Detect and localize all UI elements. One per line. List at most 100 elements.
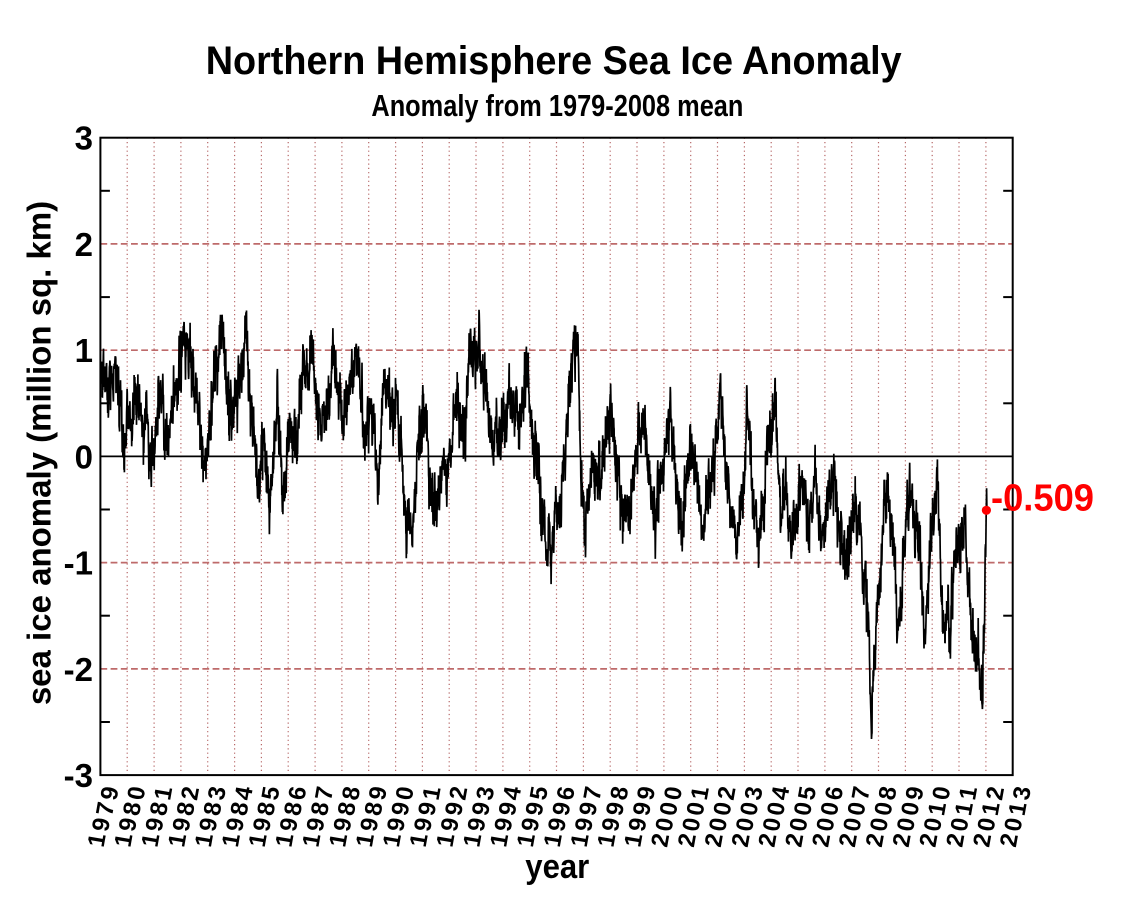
svg-text:0: 0 (946, 816, 975, 834)
svg-text:8: 8 (360, 800, 389, 818)
svg-text:1: 1 (190, 831, 219, 849)
svg-text:9: 9 (96, 784, 125, 802)
svg-text:8: 8 (306, 800, 335, 818)
svg-text:0: 0 (655, 800, 684, 818)
svg-text:0: 0 (973, 816, 1002, 834)
svg-text:9: 9 (413, 800, 442, 818)
svg-text:2: 2 (176, 784, 205, 802)
svg-text:9: 9 (597, 816, 626, 834)
svg-text:0: 0 (865, 816, 894, 834)
svg-text:8: 8 (333, 800, 362, 818)
svg-text:8: 8 (172, 800, 201, 818)
svg-text:1: 1 (378, 831, 407, 849)
svg-text:0: 0 (682, 800, 711, 818)
svg-text:0: 0 (896, 800, 925, 818)
svg-text:2: 2 (995, 831, 1024, 849)
svg-text:6: 6 (820, 784, 849, 802)
svg-text:4: 4 (498, 784, 527, 802)
svg-text:5: 5 (525, 784, 554, 802)
svg-text:1: 1 (83, 831, 112, 849)
svg-text:year: year (525, 848, 589, 886)
svg-text:2: 2 (968, 831, 997, 849)
svg-text:9: 9 (494, 800, 523, 818)
svg-text:1: 1 (923, 800, 952, 818)
svg-text:9: 9 (628, 800, 657, 818)
svg-text:9: 9 (436, 816, 465, 834)
svg-text:1: 1 (539, 831, 568, 849)
svg-text:2: 2 (807, 831, 836, 849)
svg-text:1: 1 (619, 831, 648, 849)
svg-text:2: 2 (444, 784, 473, 802)
svg-text:9: 9 (329, 816, 358, 834)
svg-text:2: 2 (834, 831, 863, 849)
svg-text:0: 0 (892, 816, 921, 834)
svg-text:9: 9 (168, 816, 197, 834)
svg-text:9: 9 (221, 816, 250, 834)
svg-text:7: 7 (91, 800, 120, 818)
svg-text:3: 3 (75, 120, 93, 157)
svg-text:-2: -2 (64, 651, 93, 688)
svg-text:8: 8 (279, 800, 308, 818)
svg-text:9: 9 (440, 800, 469, 818)
svg-text:1: 1 (686, 784, 715, 802)
svg-text:3: 3 (740, 784, 769, 802)
svg-text:2: 2 (915, 831, 944, 849)
svg-text:2: 2 (713, 784, 742, 802)
svg-text:1: 1 (432, 831, 461, 849)
svg-text:Anomaly from 1979-2008 mean: Anomaly from 1979-2008 mean (371, 89, 743, 123)
svg-text:9: 9 (463, 816, 492, 834)
svg-text:9: 9 (364, 784, 393, 802)
svg-text:1: 1 (163, 831, 192, 849)
svg-text:3: 3 (471, 784, 500, 802)
svg-text:2: 2 (646, 831, 675, 849)
svg-text:0: 0 (122, 784, 151, 802)
svg-text:9: 9 (387, 800, 416, 818)
svg-text:8: 8 (874, 784, 903, 802)
svg-text:9: 9 (516, 816, 545, 834)
svg-text:9: 9 (467, 800, 496, 818)
svg-text:9: 9 (521, 800, 550, 818)
svg-text:9: 9 (194, 816, 223, 834)
svg-text:1: 1 (149, 784, 178, 802)
svg-text:8: 8 (337, 784, 366, 802)
svg-text:1: 1 (244, 831, 273, 849)
svg-text:3: 3 (1008, 784, 1037, 802)
svg-text:0: 0 (677, 816, 706, 834)
svg-text:8: 8 (199, 800, 228, 818)
svg-text:9: 9 (87, 816, 116, 834)
svg-text:9: 9 (574, 800, 603, 818)
svg-text:9: 9 (601, 800, 630, 818)
svg-text:2: 2 (941, 831, 970, 849)
svg-text:7: 7 (579, 784, 608, 802)
svg-text:0: 0 (812, 816, 841, 834)
svg-text:0: 0 (789, 800, 818, 818)
svg-text:1: 1 (405, 831, 434, 849)
svg-text:9: 9 (632, 784, 661, 802)
svg-text:2: 2 (888, 831, 917, 849)
svg-text:2: 2 (981, 784, 1010, 802)
svg-text:7: 7 (847, 784, 876, 802)
svg-text:0: 0 (709, 800, 738, 818)
svg-text:2: 2 (754, 831, 783, 849)
svg-text:-0.509: -0.509 (991, 478, 1094, 520)
svg-text:0: 0 (762, 800, 791, 818)
svg-text:0: 0 (735, 800, 764, 818)
svg-text:sea ice anomaly (million sq. k: sea ice anomaly (million sq. km) (21, 201, 58, 705)
svg-text:1: 1 (217, 831, 246, 849)
svg-text:0: 0 (75, 438, 93, 475)
svg-text:2: 2 (700, 831, 729, 849)
svg-text:3: 3 (203, 784, 232, 802)
svg-text:8: 8 (145, 800, 174, 818)
svg-text:1: 1 (512, 831, 541, 849)
svg-text:1: 1 (950, 800, 979, 818)
svg-text:8: 8 (605, 784, 634, 802)
svg-text:8: 8 (118, 800, 147, 818)
svg-text:2: 2 (780, 831, 809, 849)
svg-text:0: 0 (391, 784, 420, 802)
svg-text:0: 0 (785, 816, 814, 834)
svg-text:9: 9 (409, 816, 438, 834)
svg-text:1: 1 (418, 784, 447, 802)
svg-text:5: 5 (793, 784, 822, 802)
svg-text:9: 9 (382, 816, 411, 834)
svg-text:0: 0 (838, 816, 867, 834)
